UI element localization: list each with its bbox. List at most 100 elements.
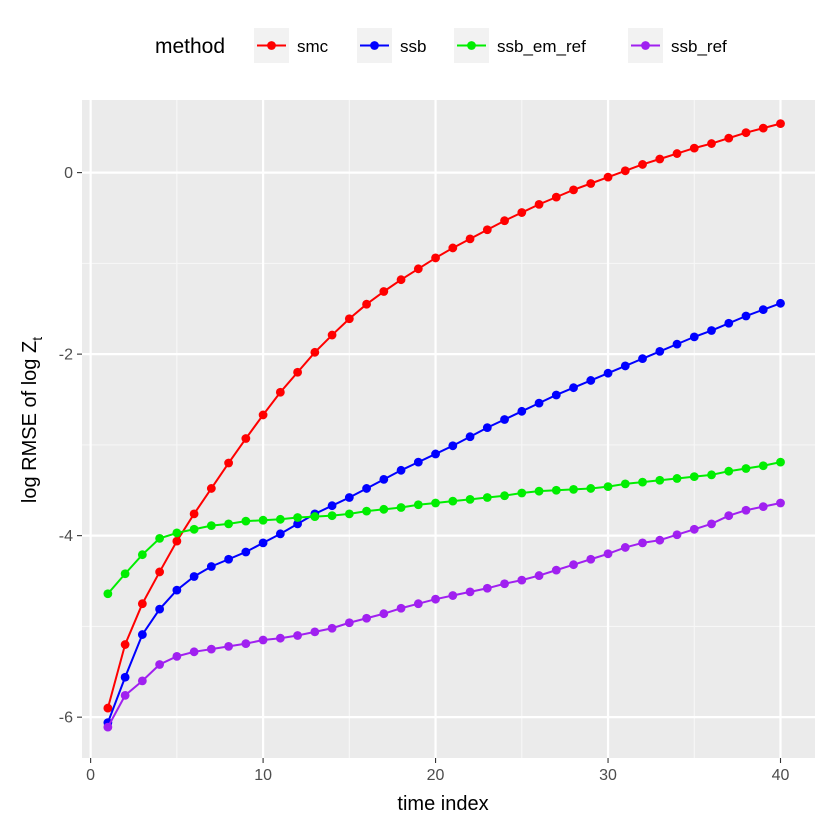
data-point-ssb <box>258 538 268 548</box>
data-point-smc <box>689 143 699 153</box>
data-point-ssb <box>689 332 699 342</box>
x-tick-label: 40 <box>772 767 790 784</box>
data-point-ssb <box>327 501 337 511</box>
y-axis-title: log RMSE of log Zt <box>19 337 45 503</box>
data-point-smc <box>258 410 268 420</box>
data-point-ssb <box>741 311 751 321</box>
data-point-ssb <box>206 562 216 571</box>
legend-key-point <box>467 41 476 50</box>
data-point-ssb-em-ref <box>603 482 613 492</box>
data-point-ssb-ref <box>275 633 285 643</box>
data-point-ssb <box>758 305 768 315</box>
data-point-ssb-em-ref <box>534 486 544 496</box>
data-point-smc <box>569 185 578 195</box>
data-point-ssb-ref <box>638 538 647 548</box>
data-point-ssb <box>551 390 561 400</box>
data-point-ssb-em-ref <box>310 512 320 521</box>
legend-key-point <box>267 41 276 50</box>
data-point-smc <box>224 458 234 468</box>
data-point-ssb-em-ref <box>741 464 751 473</box>
data-point-ssb-ref <box>206 644 216 654</box>
data-point-ssb <box>396 465 406 475</box>
data-point-ssb <box>603 368 613 378</box>
data-point-ssb <box>431 449 440 459</box>
data-point-ssb-ref <box>776 498 785 508</box>
data-point-ssb-em-ref <box>431 498 440 508</box>
data-point-ssb-em-ref <box>655 475 665 485</box>
data-point-ssb-em-ref <box>103 589 113 599</box>
data-point-ssb-em-ref <box>724 466 734 476</box>
data-point-ssb <box>534 398 544 408</box>
data-point-ssb-em-ref <box>707 470 716 480</box>
y-tick-label: -6 <box>59 710 73 727</box>
data-point-ssb-em-ref <box>758 461 768 471</box>
series-line-smc <box>106 122 781 709</box>
plot-panel <box>82 100 815 758</box>
data-point-ssb <box>724 318 734 328</box>
x-axis-title: time index <box>397 793 488 815</box>
data-point-ssb-em-ref <box>275 514 285 524</box>
legend-item-ssb: ssb <box>357 28 426 63</box>
data-point-ssb-em-ref <box>293 513 302 522</box>
data-point-ssb-em-ref <box>396 503 406 512</box>
data-point-ssb-ref <box>569 560 578 570</box>
data-point-ssb-ref <box>120 690 130 700</box>
x-tick-label: 20 <box>427 767 445 784</box>
data-point-ssb-em-ref <box>258 515 268 525</box>
data-point-ssb-em-ref <box>776 457 785 467</box>
data-point-ssb <box>275 529 285 539</box>
data-point-smc <box>776 119 785 128</box>
data-point-smc <box>500 216 509 226</box>
series-line-ssb-em-ref <box>107 461 781 595</box>
data-point-ssb <box>379 474 389 484</box>
data-point-ssb <box>655 347 665 356</box>
series-smc <box>103 119 785 713</box>
data-point-smc <box>431 253 440 263</box>
data-point-ssb-ref <box>465 587 475 597</box>
data-point-ssb-em-ref <box>586 484 596 493</box>
series-ssb-em-ref <box>103 457 785 599</box>
data-point-ssb-em-ref <box>189 524 199 534</box>
axis-ticks <box>77 172 782 763</box>
data-point-ssb-em-ref <box>172 528 182 538</box>
data-point-ssb-em-ref <box>206 521 216 531</box>
y-tick-label: 0 <box>64 165 73 182</box>
major-gridlines <box>82 100 815 758</box>
data-point-smc <box>103 703 113 713</box>
data-point-ssb <box>638 354 647 364</box>
data-point-ssb-em-ref <box>224 519 234 529</box>
data-point-smc <box>155 567 165 577</box>
data-point-ssb-ref <box>413 599 423 609</box>
data-point-ssb <box>362 484 371 493</box>
y-tick-label: -2 <box>59 347 73 364</box>
data-point-smc <box>137 599 147 609</box>
series-layer <box>103 119 785 732</box>
data-point-ssb-em-ref <box>689 472 699 482</box>
data-point-ssb <box>620 361 630 371</box>
data-point-ssb-ref <box>379 609 389 619</box>
data-point-ssb <box>586 376 596 385</box>
data-point-ssb-em-ref <box>638 477 647 487</box>
legend-key-point <box>641 41 650 50</box>
series-ssb <box>103 298 785 727</box>
data-point-ssb <box>413 457 423 467</box>
legend-label-ssb: ssb <box>400 37 426 56</box>
legend-label-ssb-em-ref: ssb_em_ref <box>497 37 586 56</box>
data-point-ssb-ref <box>224 641 234 651</box>
tick-labels: 0 10 20 30 40 -6 -4 -2 0 <box>59 165 790 784</box>
data-point-ssb-ref <box>741 505 751 515</box>
data-point-ssb <box>293 519 302 529</box>
legend-item-ssb-ref: ssb_ref <box>628 28 727 63</box>
data-point-ssb <box>224 554 234 564</box>
data-point-ssb-em-ref <box>482 493 492 502</box>
data-point-ssb-em-ref <box>155 533 165 543</box>
data-point-smc <box>344 314 354 324</box>
data-point-ssb-ref <box>482 583 492 593</box>
data-point-ssb <box>569 383 578 393</box>
data-point-smc <box>724 133 734 143</box>
data-point-smc <box>327 330 337 340</box>
data-point-ssb-ref <box>344 618 354 628</box>
data-point-smc <box>120 640 130 649</box>
data-point-ssb-em-ref <box>517 488 527 498</box>
